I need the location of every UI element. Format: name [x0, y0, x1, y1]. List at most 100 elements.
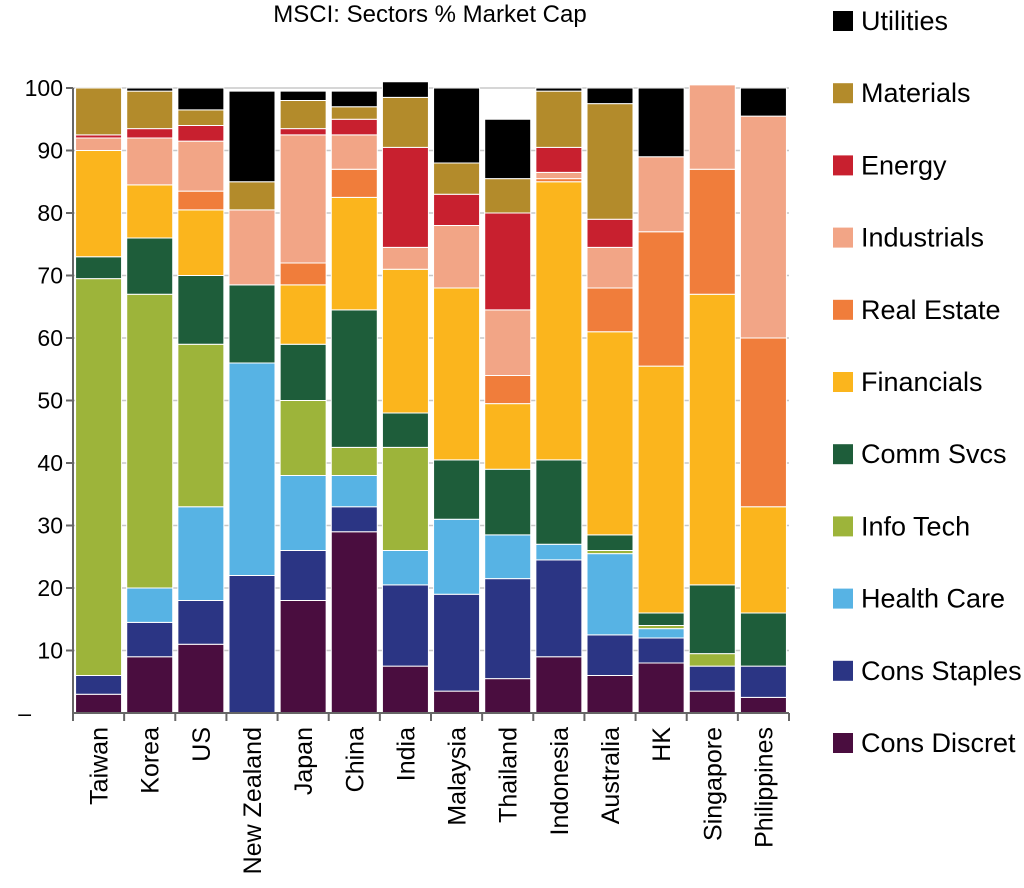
bar-segment [484, 309, 532, 376]
bar-segment [177, 190, 225, 211]
y-tick-label: 100 [25, 75, 63, 101]
legend-swatch [833, 444, 853, 465]
legend-swatch [833, 372, 853, 392]
legend-swatch [833, 227, 853, 248]
bar-segment [126, 293, 174, 589]
bars [75, 81, 787, 714]
bar-segment [381, 584, 429, 667]
legend-label: Utilities [861, 6, 948, 36]
bar-segment [586, 103, 634, 220]
x-tick-label: New Zealand [239, 727, 267, 874]
bar-segment [484, 578, 532, 680]
legend-swatch [833, 516, 853, 537]
bar-segment [381, 81, 429, 98]
bar-segment [586, 87, 634, 105]
bar-segment [330, 168, 378, 198]
bar-segment [688, 84, 736, 170]
legend-label: Health Care [861, 584, 1005, 614]
bar-segment [433, 193, 481, 226]
bar-segment [535, 171, 583, 180]
legend-swatch [833, 11, 853, 31]
legend-swatch [833, 299, 853, 320]
bar-segment [637, 365, 685, 614]
bar-segment [279, 284, 327, 345]
bar-segment [381, 665, 429, 714]
bar-segment [330, 531, 378, 714]
bar-segment [739, 665, 787, 698]
bar-segment [484, 468, 532, 536]
bar-segment [535, 559, 583, 658]
bar-segment [484, 534, 532, 580]
bar-segment [75, 256, 123, 280]
legend-label: Financials [861, 367, 983, 397]
x-tick-label: Korea [137, 727, 165, 794]
bar-segment [637, 637, 685, 664]
bar-segment [279, 90, 327, 101]
bar-segment [739, 696, 787, 714]
bar-segment [228, 362, 276, 576]
y-tick-label: 80 [37, 200, 63, 226]
bar-segment [126, 587, 174, 623]
bar-segment [177, 343, 225, 508]
bar-segment [279, 134, 327, 264]
bar-segment [637, 612, 685, 626]
bar-segment [688, 690, 736, 714]
bar-segment [637, 231, 685, 367]
bar-segment [279, 343, 327, 401]
bar-segment [279, 550, 327, 601]
bar-segment [330, 475, 378, 508]
bar-segment [433, 690, 481, 714]
bar-segment [279, 128, 327, 136]
bar-segment [381, 446, 429, 551]
legend-label: Energy [861, 150, 947, 180]
legend-swatch [833, 733, 853, 753]
legend-swatch [833, 155, 853, 176]
bar-segment [586, 331, 634, 536]
bar-segment [586, 246, 634, 289]
x-tick-label: US [188, 727, 216, 762]
bar-segment [535, 656, 583, 714]
bar-segment [688, 293, 736, 586]
bar-segment [381, 246, 429, 270]
y-tick-labels: 100 90 80 70 60 50 40 30 20 10 – [18, 75, 63, 726]
bar-segment [381, 96, 429, 148]
bar-segment [586, 553, 634, 636]
bar-segment [535, 543, 583, 561]
y-tick-label: 70 [37, 263, 63, 289]
bar-segment [535, 146, 583, 173]
bar-segment [279, 100, 327, 130]
bar-segment [739, 506, 787, 614]
bar-segment [484, 212, 532, 311]
legend-label: Cons Staples [861, 656, 1022, 686]
bar-segment [330, 196, 378, 311]
bar-segment [637, 87, 685, 158]
bar-segment [126, 137, 174, 186]
bar-segment [177, 506, 225, 601]
bar-segment [586, 287, 634, 333]
bar-segment [739, 87, 787, 117]
bar-segment [484, 678, 532, 714]
bar-segment [126, 90, 174, 130]
bar-segment [279, 400, 327, 476]
bar-segment [484, 118, 532, 180]
y-tick-label: 90 [37, 138, 63, 164]
bar-segment [279, 600, 327, 714]
legend-swatch [833, 588, 853, 609]
bar-segment [330, 134, 378, 170]
bar-segment [177, 140, 225, 192]
bar-segment [177, 643, 225, 714]
bar-segment [126, 621, 174, 658]
bar-segment [484, 403, 532, 470]
x-tick-label: India [392, 727, 420, 781]
x-tick-label: Taiwan [86, 727, 114, 805]
bar-segment [433, 593, 481, 692]
bar-segment [126, 184, 174, 239]
bar-segment [433, 287, 481, 461]
bar-segment [637, 628, 685, 639]
bar-segment [433, 162, 481, 195]
bar-segment [177, 275, 225, 345]
bar-segment [433, 518, 481, 595]
y-tick-label: 50 [37, 388, 63, 414]
x-tick-label: HK [648, 727, 676, 762]
bar-segment [433, 459, 481, 520]
